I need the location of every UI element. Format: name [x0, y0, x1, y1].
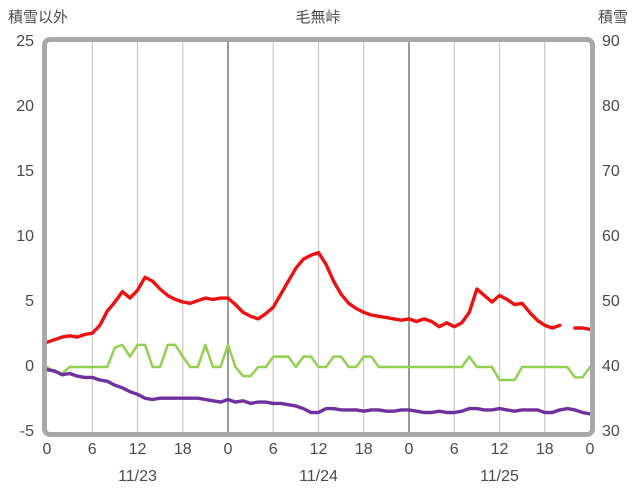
series-line-purple	[47, 367, 590, 416]
chart-title: 毛無峠	[295, 9, 341, 26]
x-tick-label: 6	[268, 441, 278, 458]
y-tick-label: 10	[16, 228, 34, 245]
date-label: 11/23	[118, 468, 157, 485]
x-tick-label: 12	[128, 441, 147, 458]
y-tick-label: 5	[25, 293, 34, 310]
y-tick-label: 50	[602, 293, 620, 310]
y-tick-label: 20	[16, 98, 34, 115]
left-axis-title: 積雪以外	[8, 9, 69, 26]
y-tick-label: 15	[16, 163, 34, 180]
x-tick-label: 0	[585, 441, 595, 458]
y-tick-label: -5	[19, 423, 34, 440]
y-tick-label: 60	[602, 228, 620, 245]
x-tick-label: 12	[490, 441, 509, 458]
y-tick-label: 40	[602, 358, 620, 375]
x-tick-label: 6	[449, 441, 459, 458]
x-tick-label: 0	[404, 441, 414, 458]
series-line-green	[47, 343, 590, 382]
date-label: 11/25	[480, 468, 519, 485]
y-tick-label: 80	[602, 98, 620, 115]
x-tick-label: 0	[42, 441, 52, 458]
y-tick-label: 30	[602, 423, 620, 440]
date-label: 11/24	[299, 468, 338, 485]
y-tick-label: 70	[602, 163, 620, 180]
right-axis-ticks: 90 80 70 60 50 40 30	[602, 32, 636, 442]
x-tick-label: 6	[87, 441, 97, 458]
x-tick-label: 0	[223, 441, 233, 458]
y-tick-label: 0	[25, 358, 34, 375]
chart-plot-area	[47, 42, 590, 432]
series-line-red	[47, 250, 562, 344]
y-tick-label: 90	[602, 33, 620, 50]
left-axis-ticks: 25 20 15 10 5 0 -5	[0, 32, 34, 442]
right-axis-title: 積雪	[597, 9, 628, 26]
x-tick-label: 12	[309, 441, 328, 458]
series-line-red	[573, 326, 590, 331]
x-axis-dates: 11/23 11/24 11/25	[47, 468, 590, 486]
x-tick-label: 18	[173, 441, 192, 458]
y-tick-label: 25	[16, 33, 34, 50]
x-tick-label: 18	[354, 441, 373, 458]
x-axis-ticks: 0 6 12 18 0 6 12 18 0 6 12 18 0	[32, 441, 605, 459]
x-tick-label: 18	[535, 441, 554, 458]
